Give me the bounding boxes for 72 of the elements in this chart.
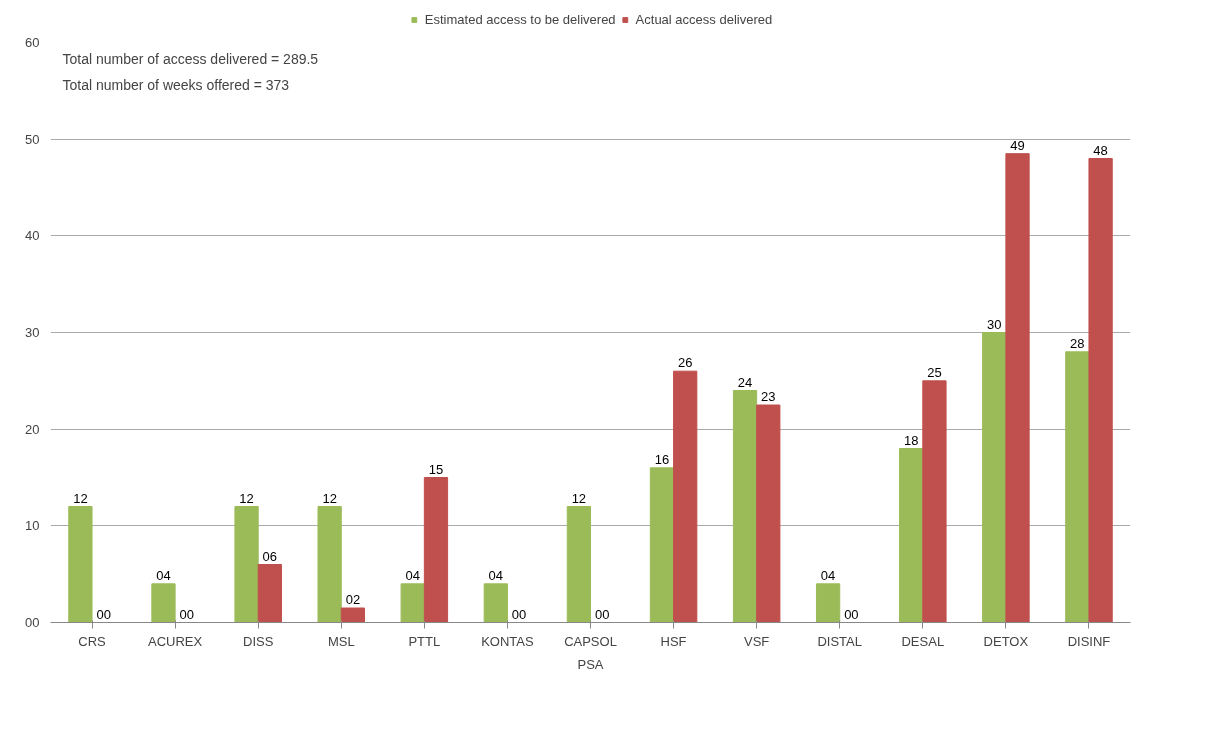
data-label: 24 — [737, 374, 753, 390]
bar — [649, 467, 675, 623]
data-label: 28 — [1070, 335, 1085, 351]
bar — [423, 477, 449, 623]
bar — [815, 583, 841, 623]
bar — [756, 404, 781, 623]
y-tick-label: 40 — [25, 228, 40, 244]
x-tick-label: DESAL — [901, 633, 945, 649]
y-tick-label: 30 — [25, 325, 40, 340]
data-label: 15 — [428, 461, 444, 477]
annotation: Total number of access delivered = 289.5 — [62, 51, 319, 68]
data-label: 12 — [73, 490, 88, 506]
data-label: 00 — [594, 606, 610, 622]
data-label: 12 — [571, 490, 587, 506]
x-tick-label: DISINF — [1067, 633, 1111, 649]
data-label: 00 — [844, 606, 859, 622]
data-label: 16 — [654, 451, 670, 467]
bar — [1065, 351, 1090, 623]
data-label: 49 — [1010, 137, 1025, 153]
y-tick-label: 20 — [25, 421, 40, 437]
bar — [1088, 158, 1113, 623]
x-axis-title: PSA — [577, 656, 604, 672]
data-label: 06 — [262, 548, 278, 564]
bar — [317, 506, 342, 623]
data-label: 00 — [179, 606, 194, 622]
legend-label: Actual access delivered — [635, 11, 773, 27]
data-label: 04 — [488, 567, 504, 583]
bar — [400, 583, 425, 623]
bar — [982, 332, 1007, 623]
bar — [1005, 153, 1030, 623]
legend-label: Estimated access to be delivered — [424, 11, 616, 27]
data-label: 04 — [405, 567, 420, 583]
x-tick-label: MSL — [327, 633, 355, 649]
data-label: 23 — [761, 389, 776, 404]
x-tick-label: CRS — [78, 633, 107, 649]
bar — [68, 506, 93, 623]
y-tick-label: 10 — [25, 518, 40, 534]
x-tick-label: PTTL — [408, 633, 441, 649]
y-tick-label: 00 — [25, 615, 40, 630]
x-tick-label: VSF — [744, 633, 770, 649]
data-label: 18 — [903, 432, 919, 448]
data-label: 00 — [96, 606, 111, 622]
data-label: 02 — [345, 592, 361, 607]
data-label: 30 — [987, 316, 1002, 332]
bar — [922, 380, 947, 623]
data-label: 12 — [322, 490, 337, 506]
data-label: 12 — [239, 490, 254, 506]
bar — [151, 583, 176, 623]
bar — [732, 390, 758, 623]
data-label: 00 — [511, 606, 527, 622]
x-tick-label: DISS — [243, 633, 274, 649]
bar — [483, 583, 508, 623]
y-tick-label: 60 — [25, 35, 40, 50]
data-label: 04 — [820, 567, 836, 583]
data-label: 48 — [1093, 142, 1108, 158]
bar — [566, 506, 591, 623]
data-label: 26 — [677, 355, 693, 371]
data-label: 04 — [156, 567, 171, 583]
bar — [673, 370, 698, 623]
bar — [257, 564, 282, 623]
x-tick-label: CAPSOL — [564, 633, 617, 649]
x-tick-label: DETOX — [983, 633, 1029, 649]
x-tick-label: DISTAL — [817, 633, 863, 649]
data-label: 25 — [927, 364, 942, 380]
bar — [340, 607, 366, 623]
annotation: Total number of weeks offered = 373 — [62, 77, 290, 94]
x-tick-label: KONTAS — [481, 633, 534, 649]
bar — [899, 448, 924, 623]
x-tick-label: ACUREX — [148, 633, 203, 649]
bar — [234, 506, 259, 623]
x-tick-label: HSF — [660, 633, 687, 649]
y-tick-label: 50 — [25, 131, 40, 147]
